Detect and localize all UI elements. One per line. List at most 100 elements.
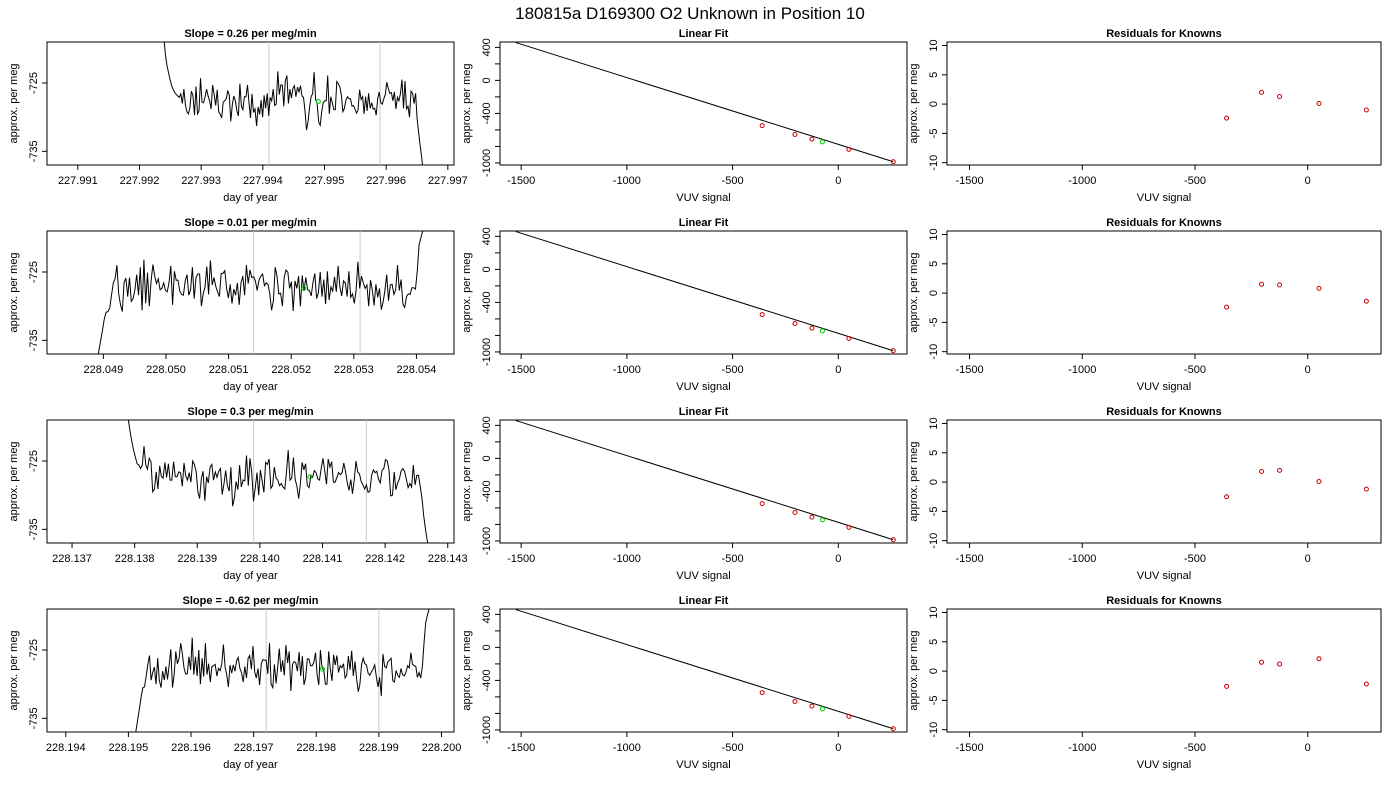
known-point [792, 510, 798, 516]
chart-title: Slope = 0.01 per meg/min [184, 217, 317, 229]
x-tick-label: 228.050 [146, 364, 186, 376]
x-tick-label: 227.993 [181, 175, 221, 187]
residual-point [1277, 282, 1283, 288]
unknown-marker [301, 285, 307, 291]
y-axis-label: approx. per meg [908, 441, 920, 521]
y-tick-label: -5 [928, 695, 940, 705]
x-tick-label: 228.139 [177, 553, 217, 565]
y-tick-label: -5 [928, 317, 940, 327]
plot-area [515, 609, 896, 732]
known-point [846, 335, 852, 341]
y-tick-label: -735 [28, 707, 40, 729]
known-point [809, 703, 815, 709]
known-point [809, 325, 815, 331]
x-tick-label: 228.195 [109, 742, 149, 754]
residual-point [1259, 659, 1265, 665]
chart-panel: Linear Fit -1500 -1000 -500 0 400 0 -400 -1000 VU… [461, 217, 908, 393]
plot-area [515, 231, 896, 354]
x-tick-label: -500 [722, 742, 744, 754]
residual-point [1277, 93, 1283, 99]
residual-point [1316, 285, 1322, 291]
x-tick-label: 228.194 [46, 742, 86, 754]
chart-title: Linear Fit [679, 28, 729, 40]
y-tick-label: 0 [481, 455, 493, 461]
unknown-marker [315, 98, 321, 104]
x-tick-label: -1000 [1068, 742, 1096, 754]
y-tick-label: 5 [928, 639, 940, 645]
y-tick-label: -5 [928, 128, 940, 138]
known-point [792, 699, 798, 705]
plot-frame [499, 419, 908, 544]
chart-title: Residuals for Knowns [1106, 595, 1222, 607]
x-tick-label: -500 [1184, 553, 1206, 565]
chart-panel: Slope = 0.01 per meg/min 228.049 228.050 22… [8, 217, 455, 393]
chart-title: Residuals for Knowns [1106, 217, 1222, 229]
y-tick-label: 0 [928, 101, 940, 107]
y-tick-label: -10 [928, 344, 940, 360]
y-axis-label: approx. per meg [908, 63, 920, 143]
y-tick-label: -735 [28, 140, 40, 162]
trace-line [163, 42, 423, 165]
residual-point [1259, 469, 1265, 475]
y-tick-label: 400 [481, 416, 493, 434]
chart-panel: Residuals for Knowns -1500 -1000 -500 0 10 5 0 -… [908, 217, 1382, 393]
x-tick-label: -1500 [507, 364, 535, 376]
x-tick-label: -500 [722, 175, 744, 187]
plot-area [515, 42, 896, 165]
x-axis-label: VUV signal [676, 381, 730, 393]
y-tick-label: -5 [928, 506, 940, 516]
x-tick-label: 0 [1305, 553, 1311, 565]
residual-point [1316, 656, 1322, 662]
plot-area [1224, 89, 1369, 121]
y-axis-label: approx. per meg [8, 63, 20, 143]
plot-frame [946, 41, 1382, 166]
y-tick-label: -10 [928, 533, 940, 549]
x-axis-label: VUV signal [676, 570, 730, 582]
x-tick-label: -1000 [1068, 553, 1096, 565]
x-axis-label: day of year [223, 759, 278, 771]
chart-panel: Residuals for Knowns -1500 -1000 -500 0 10 5 0 -… [908, 406, 1382, 582]
x-tick-label: -1500 [955, 553, 983, 565]
y-tick-label: 5 [928, 261, 940, 267]
residual-point [1224, 115, 1230, 121]
residual-point [1259, 281, 1265, 287]
plot-frame [499, 608, 908, 733]
residual-point [1224, 304, 1230, 310]
x-tick-label: 228.140 [240, 553, 280, 565]
plot-area [1224, 656, 1369, 689]
x-tick-label: 228.199 [359, 742, 399, 754]
y-tick-label: -400 [481, 480, 493, 502]
residual-point [1363, 107, 1369, 113]
residual-point [1363, 486, 1369, 492]
x-tick-label: -1000 [613, 175, 641, 187]
known-point [792, 321, 798, 327]
x-axis-label: VUV signal [676, 192, 730, 204]
x-tick-label: 228.049 [83, 364, 123, 376]
x-tick-label: -500 [1184, 364, 1206, 376]
trace-line [135, 609, 430, 732]
y-tick-label: 0 [928, 668, 940, 674]
chart-panel: Linear Fit -1500 -1000 -500 0 400 0 -400 -1000 VU… [461, 406, 908, 582]
figure-title: 180815a D169300 O2 Unknown in Position 1… [515, 4, 865, 23]
x-axis-label: day of year [223, 192, 278, 204]
fit-line [515, 420, 894, 541]
y-axis-label: approx. per meg [461, 441, 473, 521]
plot-frame [499, 230, 908, 355]
known-point [890, 159, 896, 165]
x-tick-label: 228.053 [334, 364, 374, 376]
x-tick-label: -1500 [955, 364, 983, 376]
x-tick-label: 228.052 [271, 364, 311, 376]
residual-point [1363, 681, 1369, 687]
x-tick-label: 0 [835, 175, 841, 187]
y-axis-label: approx. per meg [8, 441, 20, 521]
x-tick-label: -1000 [613, 742, 641, 754]
x-tick-label: 0 [835, 364, 841, 376]
x-tick-label: -1000 [613, 364, 641, 376]
chart-panel: Linear Fit -1500 -1000 -500 0 400 0 -400 -1000 VU… [461, 28, 908, 204]
x-tick-label: -1500 [507, 553, 535, 565]
x-tick-label: 227.995 [305, 175, 345, 187]
x-tick-label: -1500 [955, 742, 983, 754]
y-tick-label: -1000 [481, 338, 493, 366]
x-axis-label: VUV signal [676, 759, 730, 771]
